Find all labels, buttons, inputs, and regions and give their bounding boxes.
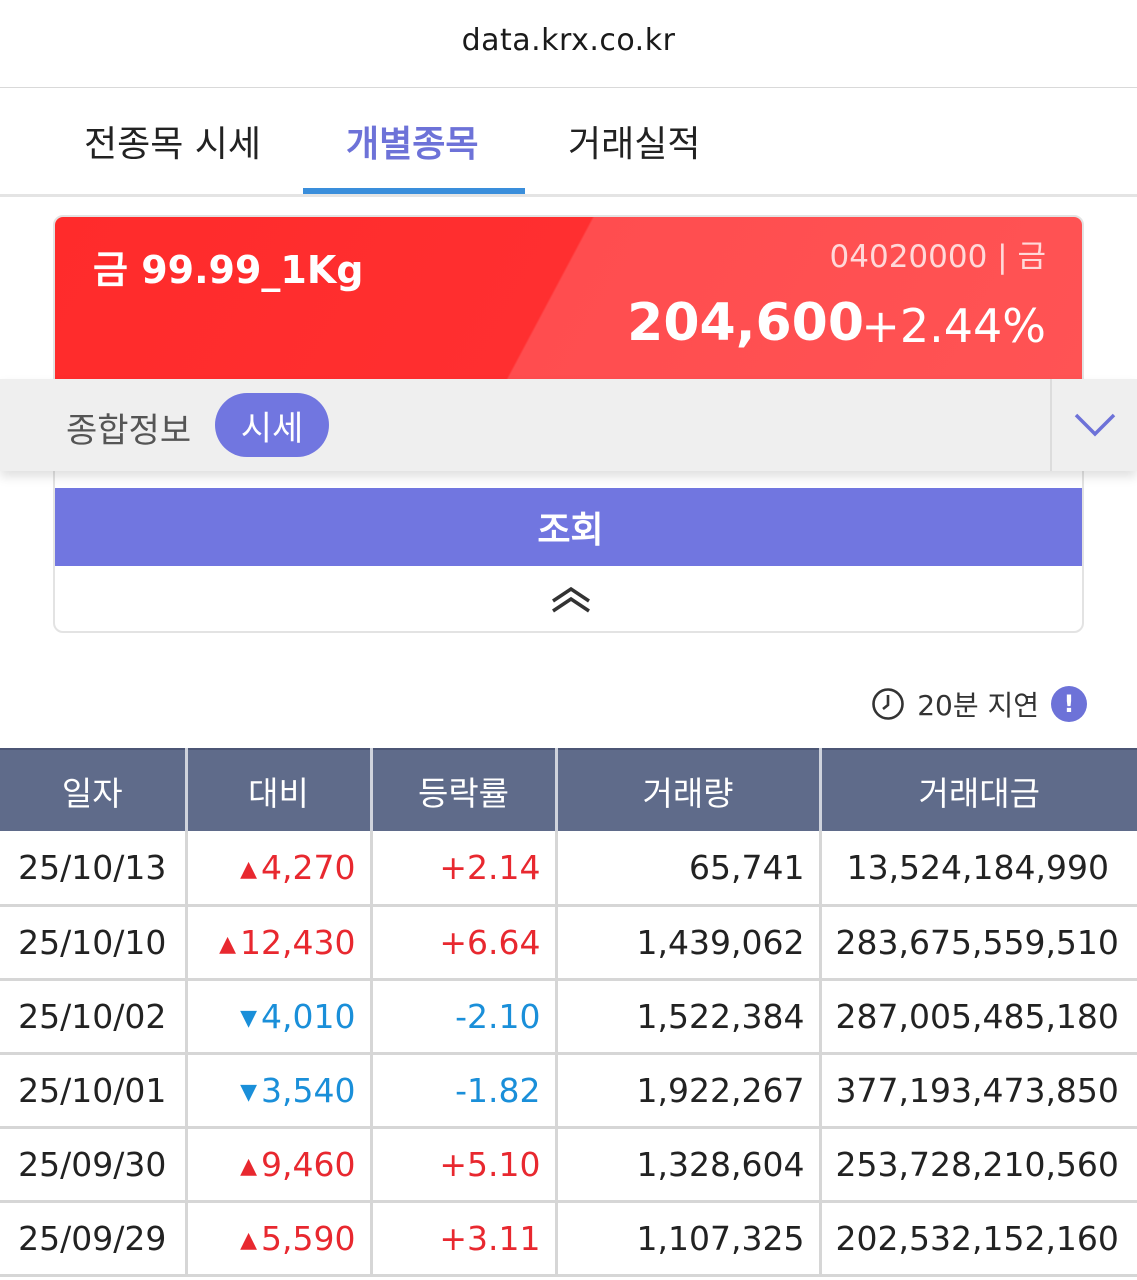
change-value: 4,270 <box>261 847 356 887</box>
cell-volume: 1,328,604 <box>556 1127 822 1203</box>
tab-price-active[interactable]: 시세 <box>215 393 329 457</box>
cell-change: ▲ 9,460 <box>186 1127 373 1203</box>
cell-change-rate: +5.10 <box>371 1127 558 1203</box>
triangle-up-icon: ▲ <box>240 1153 258 1179</box>
collapse-button[interactable] <box>55 566 1082 631</box>
cell-change: ▲ 4,270 <box>186 831 373 907</box>
triangle-down-icon: ▼ <box>240 1005 258 1031</box>
change-value: 4,010 <box>261 996 356 1036</box>
table-row: 25/09/30 ▲ 9,460 +5.10 1,328,604 253,728,210,… <box>0 1127 1137 1203</box>
cell-change: ▼ 4,010 <box>186 979 373 1055</box>
cell-trade-value: 202,532,152,160 <box>820 1201 1137 1277</box>
cell-trade-value: 377,193,473,850 <box>820 1053 1137 1129</box>
table-row: 25/10/13 ▲ 4,270 +2.14 65,741 13,524,184,990 <box>0 831 1137 907</box>
address-bar[interactable]: data.krx.co.kr <box>0 0 1137 88</box>
tab-summary-info[interactable]: 종합정보 <box>66 411 192 451</box>
table-row: 25/10/02 ▼ 4,010 -2.10 1,522,384 287,005,485,… <box>0 979 1137 1055</box>
cell-change-rate: +6.64 <box>371 905 558 981</box>
header-change-rate[interactable]: 등락률 <box>371 748 558 831</box>
cell-date: 25/10/13 <box>0 831 188 907</box>
product-code: 04020000 | 금 <box>829 239 1046 275</box>
change-percent: +2.44% <box>861 299 1046 353</box>
change-value: 12,430 <box>240 922 356 962</box>
header-volume[interactable]: 거래량 <box>556 748 822 831</box>
table-header-row: 일자 대비 등락률 거래량 거래대금 <box>0 748 1137 831</box>
header-trade-value[interactable]: 거래대금 <box>820 748 1137 831</box>
cell-volume: 1,439,062 <box>556 905 822 981</box>
cell-date: 25/10/10 <box>0 905 188 981</box>
cell-date: 25/10/01 <box>0 1053 188 1129</box>
delay-text: 20분 지연 <box>917 689 1039 722</box>
cell-change-rate: +3.11 <box>371 1201 558 1277</box>
quote-banner: 금 99.99_1Kg 04020000 | 금 204,600 +2.44% <box>55 217 1082 383</box>
cell-change-rate: -2.10 <box>371 979 558 1055</box>
section-selector: 종합정보 시세 <box>0 379 1137 471</box>
double-chevron-up-icon <box>551 586 590 612</box>
delay-notice: 20분 지연 ! <box>871 685 1087 723</box>
active-tab-indicator <box>303 188 525 194</box>
cell-volume: 65,741 <box>556 831 822 907</box>
cell-volume: 1,922,267 <box>556 1053 822 1129</box>
tab-bar: 전종목 시세 개별종목 거래실적 <box>0 89 1137 197</box>
triangle-up-icon: ▲ <box>240 856 258 882</box>
tab-all-stocks[interactable]: 전종목 시세 <box>84 124 262 165</box>
header-change[interactable]: 대비 <box>186 748 373 831</box>
header-date[interactable]: 일자 <box>0 748 188 831</box>
price-history-table: 일자 대비 등락률 거래량 거래대금 25/10/13 ▲ 4,270 +2.14 65… <box>0 748 1137 1277</box>
cell-change-rate: +2.14 <box>371 831 558 907</box>
triangle-down-icon: ▼ <box>240 1079 258 1105</box>
cell-trade-value: 253,728,210,560 <box>820 1127 1137 1203</box>
cell-trade-value: 287,005,485,180 <box>820 979 1137 1055</box>
cell-date: 25/09/29 <box>0 1201 188 1277</box>
info-icon[interactable]: ! <box>1051 686 1087 722</box>
tab-individual-stock[interactable]: 개별종목 <box>346 124 479 165</box>
change-value: 3,540 <box>261 1070 356 1110</box>
dropdown-toggle[interactable] <box>1050 379 1137 471</box>
cell-change: ▼ 3,540 <box>186 1053 373 1129</box>
cell-trade-value: 283,675,559,510 <box>820 905 1137 981</box>
triangle-up-icon: ▲ <box>219 931 237 957</box>
table-row: 25/10/01 ▼ 3,540 -1.82 1,922,267 377,193,473,… <box>0 1053 1137 1129</box>
table-row: 25/09/29 ▲ 5,590 +3.11 1,107,325 202,532,152,… <box>0 1201 1137 1277</box>
cell-trade-value: 13,524,184,990 <box>820 831 1137 907</box>
cell-volume: 1,522,384 <box>556 979 822 1055</box>
url-text: data.krx.co.kr <box>461 23 676 58</box>
cell-date: 25/09/30 <box>0 1127 188 1203</box>
change-value: 5,590 <box>261 1218 356 1258</box>
chevron-down-icon <box>1074 413 1115 437</box>
clock-icon <box>872 688 904 720</box>
triangle-up-icon: ▲ <box>240 1227 258 1253</box>
cell-change: ▲ 5,590 <box>186 1201 373 1277</box>
cell-volume: 1,107,325 <box>556 1201 822 1277</box>
table-row: 25/10/10 ▲ 12,430 +6.64 1,439,062 283,675,559… <box>0 905 1137 981</box>
product-name: 금 99.99_1Kg <box>93 248 364 292</box>
current-price: 204,600 <box>627 293 864 353</box>
query-button[interactable]: 조회 <box>55 488 1082 566</box>
change-value: 9,460 <box>261 1144 356 1184</box>
cell-change: ▲ 12,430 <box>186 905 373 981</box>
cell-date: 25/10/02 <box>0 979 188 1055</box>
cell-change-rate: -1.82 <box>371 1053 558 1129</box>
tab-trading-results[interactable]: 거래실적 <box>568 124 701 165</box>
